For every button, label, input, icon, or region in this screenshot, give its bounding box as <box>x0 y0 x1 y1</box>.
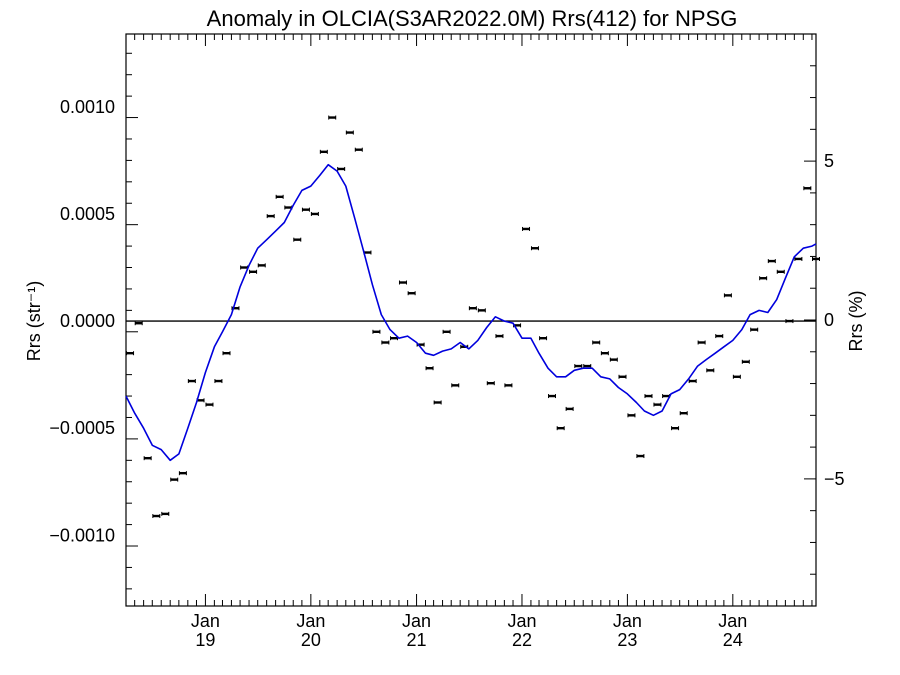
data-point <box>556 426 565 431</box>
data-point <box>442 329 451 334</box>
data-point <box>266 214 275 219</box>
data-point <box>565 406 574 411</box>
data-point <box>178 471 187 476</box>
x-tick-label-year: 21 <box>407 630 427 650</box>
data-point <box>451 383 460 388</box>
data-point <box>741 359 750 364</box>
data-point <box>495 334 504 339</box>
data-point <box>433 400 442 405</box>
data-point <box>161 511 170 516</box>
left-tick-label: −0.0010 <box>49 525 115 545</box>
data-point <box>723 293 732 298</box>
data-point <box>794 256 803 261</box>
data-point <box>627 413 636 418</box>
data-point <box>522 226 531 231</box>
data-point <box>671 426 680 431</box>
data-point <box>143 456 152 461</box>
data-point <box>187 379 196 384</box>
data-point <box>257 263 266 268</box>
data-point <box>152 514 161 519</box>
data-point <box>785 319 794 324</box>
data-point <box>715 334 724 339</box>
data-point <box>134 321 143 326</box>
x-tick-label-year: 20 <box>301 630 321 650</box>
data-point <box>486 381 495 386</box>
chart-title: Anomaly in OLCIA(S3AR2022.0M) Rrs(412) f… <box>207 6 738 31</box>
data-point <box>609 357 618 362</box>
left-tick-label: 0.0000 <box>60 311 115 331</box>
anomaly-fit-line <box>125 163 817 462</box>
data-point <box>618 374 627 379</box>
data-point <box>354 147 363 152</box>
y-axis-label-right: Rrs (%) <box>846 291 866 352</box>
right-tick-label: 0 <box>824 310 834 330</box>
x-tick-label-year: 23 <box>617 630 637 650</box>
left-tick-label: −0.0005 <box>49 418 115 438</box>
data-point <box>636 454 645 459</box>
data-point <box>337 166 346 171</box>
left-tick-label: 0.0005 <box>60 204 115 224</box>
data-point <box>750 327 759 332</box>
data-point <box>372 329 381 334</box>
data-point <box>214 379 223 384</box>
data-point <box>407 291 416 296</box>
data-point <box>530 246 539 251</box>
data-point <box>345 130 354 135</box>
data-point <box>222 351 231 356</box>
data-point <box>548 394 557 399</box>
data-point <box>803 186 812 191</box>
data-point <box>644 394 653 399</box>
data-point <box>328 115 337 120</box>
data-point <box>600 351 609 356</box>
data-point <box>319 149 328 154</box>
x-tick-label-year: 22 <box>512 630 532 650</box>
data-point <box>504 383 513 388</box>
data-point <box>697 340 706 345</box>
data-point <box>776 269 785 274</box>
data-point <box>205 402 214 407</box>
data-point <box>706 368 715 373</box>
right-tick-label: −5 <box>824 469 845 489</box>
data-point <box>574 364 583 369</box>
x-tick-label-month: Jan <box>613 611 642 631</box>
x-tick-label-year: 19 <box>195 630 215 650</box>
x-tick-label-month: Jan <box>402 611 431 631</box>
data-point <box>679 411 688 416</box>
x-tick-label-month: Jan <box>296 611 325 631</box>
data-point <box>759 276 768 281</box>
data-point <box>653 402 662 407</box>
data-point <box>477 308 486 313</box>
data-point <box>381 340 390 345</box>
data-point <box>592 340 601 345</box>
x-tick-label-month: Jan <box>507 611 536 631</box>
data-point <box>310 211 319 216</box>
data-point <box>275 194 284 199</box>
data-point <box>170 477 179 482</box>
data-point <box>301 207 310 212</box>
data-point <box>583 364 592 369</box>
x-tick-label-month: Jan <box>191 611 220 631</box>
data-point <box>688 379 697 384</box>
left-y-axis: 0.0010 0.0005 0.0000 −0.0005 −0.0010 <box>49 52 138 590</box>
left-tick-label: 0.0010 <box>60 97 115 117</box>
data-point <box>539 336 548 341</box>
x-tick-label-year: 24 <box>723 630 743 650</box>
series-layer <box>125 115 820 519</box>
data-point <box>240 265 249 270</box>
data-point <box>293 237 302 242</box>
data-point <box>249 269 258 274</box>
data-point <box>425 366 434 371</box>
data-point <box>812 256 820 261</box>
data-point <box>732 374 741 379</box>
data-point <box>767 259 776 264</box>
right-tick-label: 5 <box>824 151 834 171</box>
data-point <box>398 280 407 285</box>
data-point <box>468 306 477 311</box>
y-axis-label-left: Rrs (str⁻¹) <box>24 281 44 361</box>
data-point <box>126 351 135 356</box>
x-tick-label-month: Jan <box>718 611 747 631</box>
right-y-axis: 5 0 −5 <box>804 33 845 607</box>
